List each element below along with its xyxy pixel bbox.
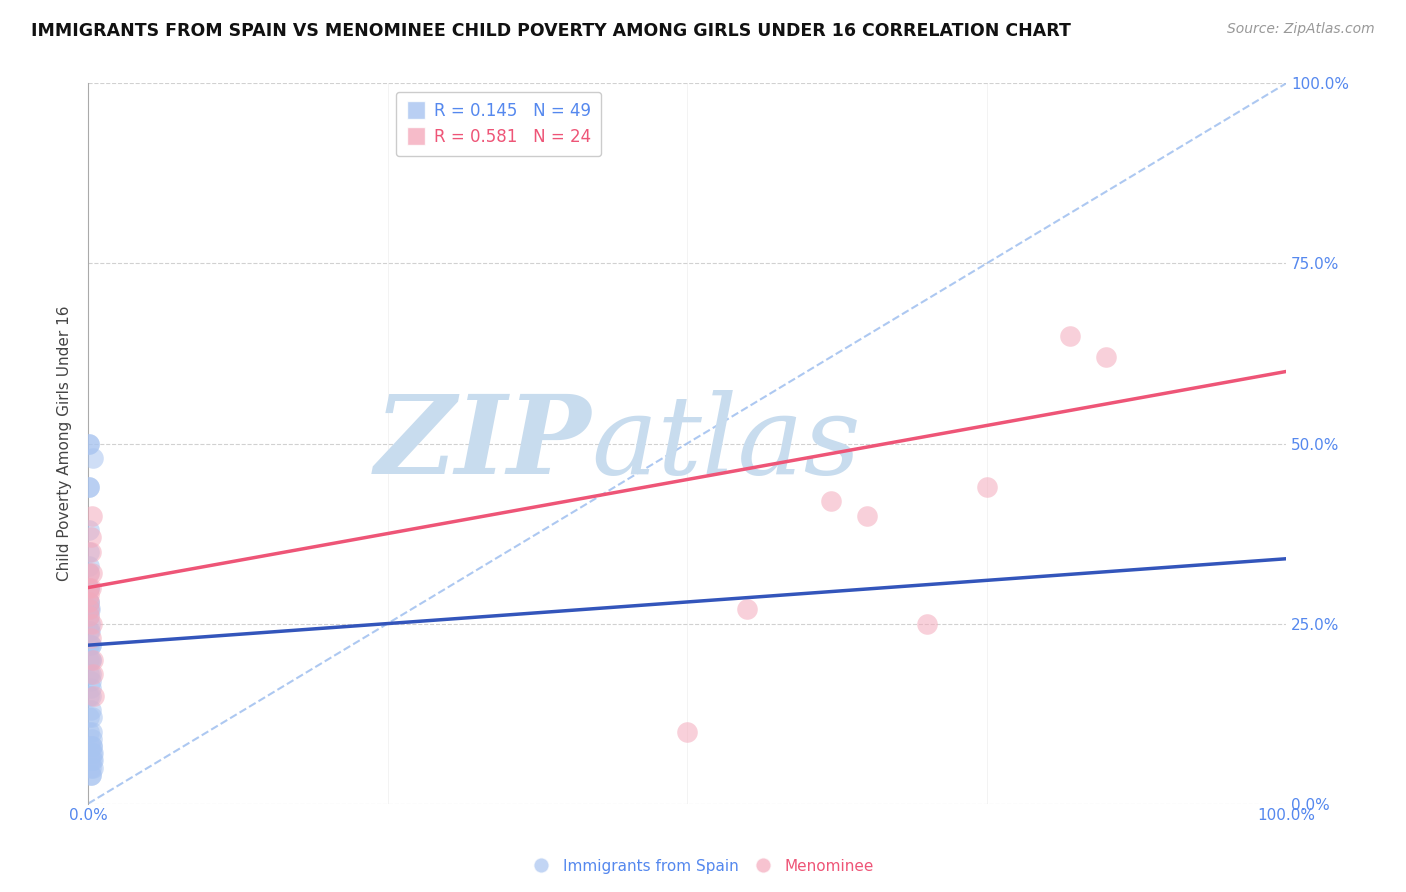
Point <box>79 761 101 775</box>
Point <box>79 609 101 624</box>
Y-axis label: Child Poverty Among Girls Under 16: Child Poverty Among Girls Under 16 <box>58 306 72 582</box>
Point <box>82 761 104 775</box>
Point <box>79 523 101 537</box>
Point <box>80 689 103 703</box>
Point <box>735 602 758 616</box>
Point <box>79 544 101 558</box>
Point <box>915 616 938 631</box>
Point <box>79 667 101 681</box>
Point <box>77 436 100 450</box>
Point <box>79 638 101 652</box>
Point <box>79 588 101 602</box>
Point <box>80 703 103 717</box>
Point <box>79 558 101 573</box>
Point <box>79 652 101 666</box>
Point <box>79 681 101 696</box>
Point <box>79 480 101 494</box>
Point <box>82 450 104 465</box>
Point <box>79 724 101 739</box>
Point <box>80 710 103 724</box>
Text: atlas: atlas <box>592 390 860 497</box>
Point <box>820 494 842 508</box>
Point <box>79 624 101 638</box>
Point <box>77 595 100 609</box>
Point <box>79 631 101 645</box>
Legend: Immigrants from Spain, Menominee: Immigrants from Spain, Menominee <box>526 853 880 880</box>
Point <box>676 724 699 739</box>
Point <box>79 595 101 609</box>
Point <box>79 710 101 724</box>
Legend: R = 0.145   N = 49, R = 0.581   N = 24: R = 0.145 N = 49, R = 0.581 N = 24 <box>396 92 602 156</box>
Point <box>79 602 101 616</box>
Point <box>79 638 101 652</box>
Point <box>79 609 101 624</box>
Point <box>80 616 103 631</box>
Point <box>79 480 101 494</box>
Point <box>83 689 105 703</box>
Point <box>79 581 101 595</box>
Point <box>79 689 101 703</box>
Point <box>79 768 101 782</box>
Point <box>80 566 103 581</box>
Point <box>79 530 101 544</box>
Point <box>80 746 103 760</box>
Point <box>79 602 101 616</box>
Text: IMMIGRANTS FROM SPAIN VS MENOMINEE CHILD POVERTY AMONG GIRLS UNDER 16 CORRELATIO: IMMIGRANTS FROM SPAIN VS MENOMINEE CHILD… <box>31 22 1071 40</box>
Point <box>80 739 103 753</box>
Point <box>79 638 101 652</box>
Point <box>1059 328 1081 343</box>
Point <box>79 652 101 666</box>
Point <box>79 624 101 638</box>
Point <box>79 566 101 581</box>
Point <box>79 595 101 609</box>
Point <box>976 480 998 494</box>
Text: Source: ZipAtlas.com: Source: ZipAtlas.com <box>1227 22 1375 37</box>
Point <box>79 544 101 558</box>
Point <box>79 566 101 581</box>
Text: ZIP: ZIP <box>374 390 592 497</box>
Point <box>79 768 101 782</box>
Point <box>77 581 100 595</box>
Point <box>855 508 877 523</box>
Point <box>82 746 104 760</box>
Point <box>80 508 103 523</box>
Point <box>79 739 101 753</box>
Point <box>80 724 103 739</box>
Point <box>79 674 101 689</box>
Point <box>79 581 101 595</box>
Point <box>82 667 104 681</box>
Point <box>79 753 101 767</box>
Point <box>82 652 104 666</box>
Point <box>77 436 100 450</box>
Point <box>80 739 103 753</box>
Point <box>1095 350 1118 364</box>
Point <box>79 581 101 595</box>
Point <box>80 753 103 767</box>
Point <box>79 652 101 666</box>
Point <box>79 616 101 631</box>
Point <box>79 602 101 616</box>
Point <box>80 731 103 746</box>
Point <box>79 667 101 681</box>
Point <box>82 753 104 767</box>
